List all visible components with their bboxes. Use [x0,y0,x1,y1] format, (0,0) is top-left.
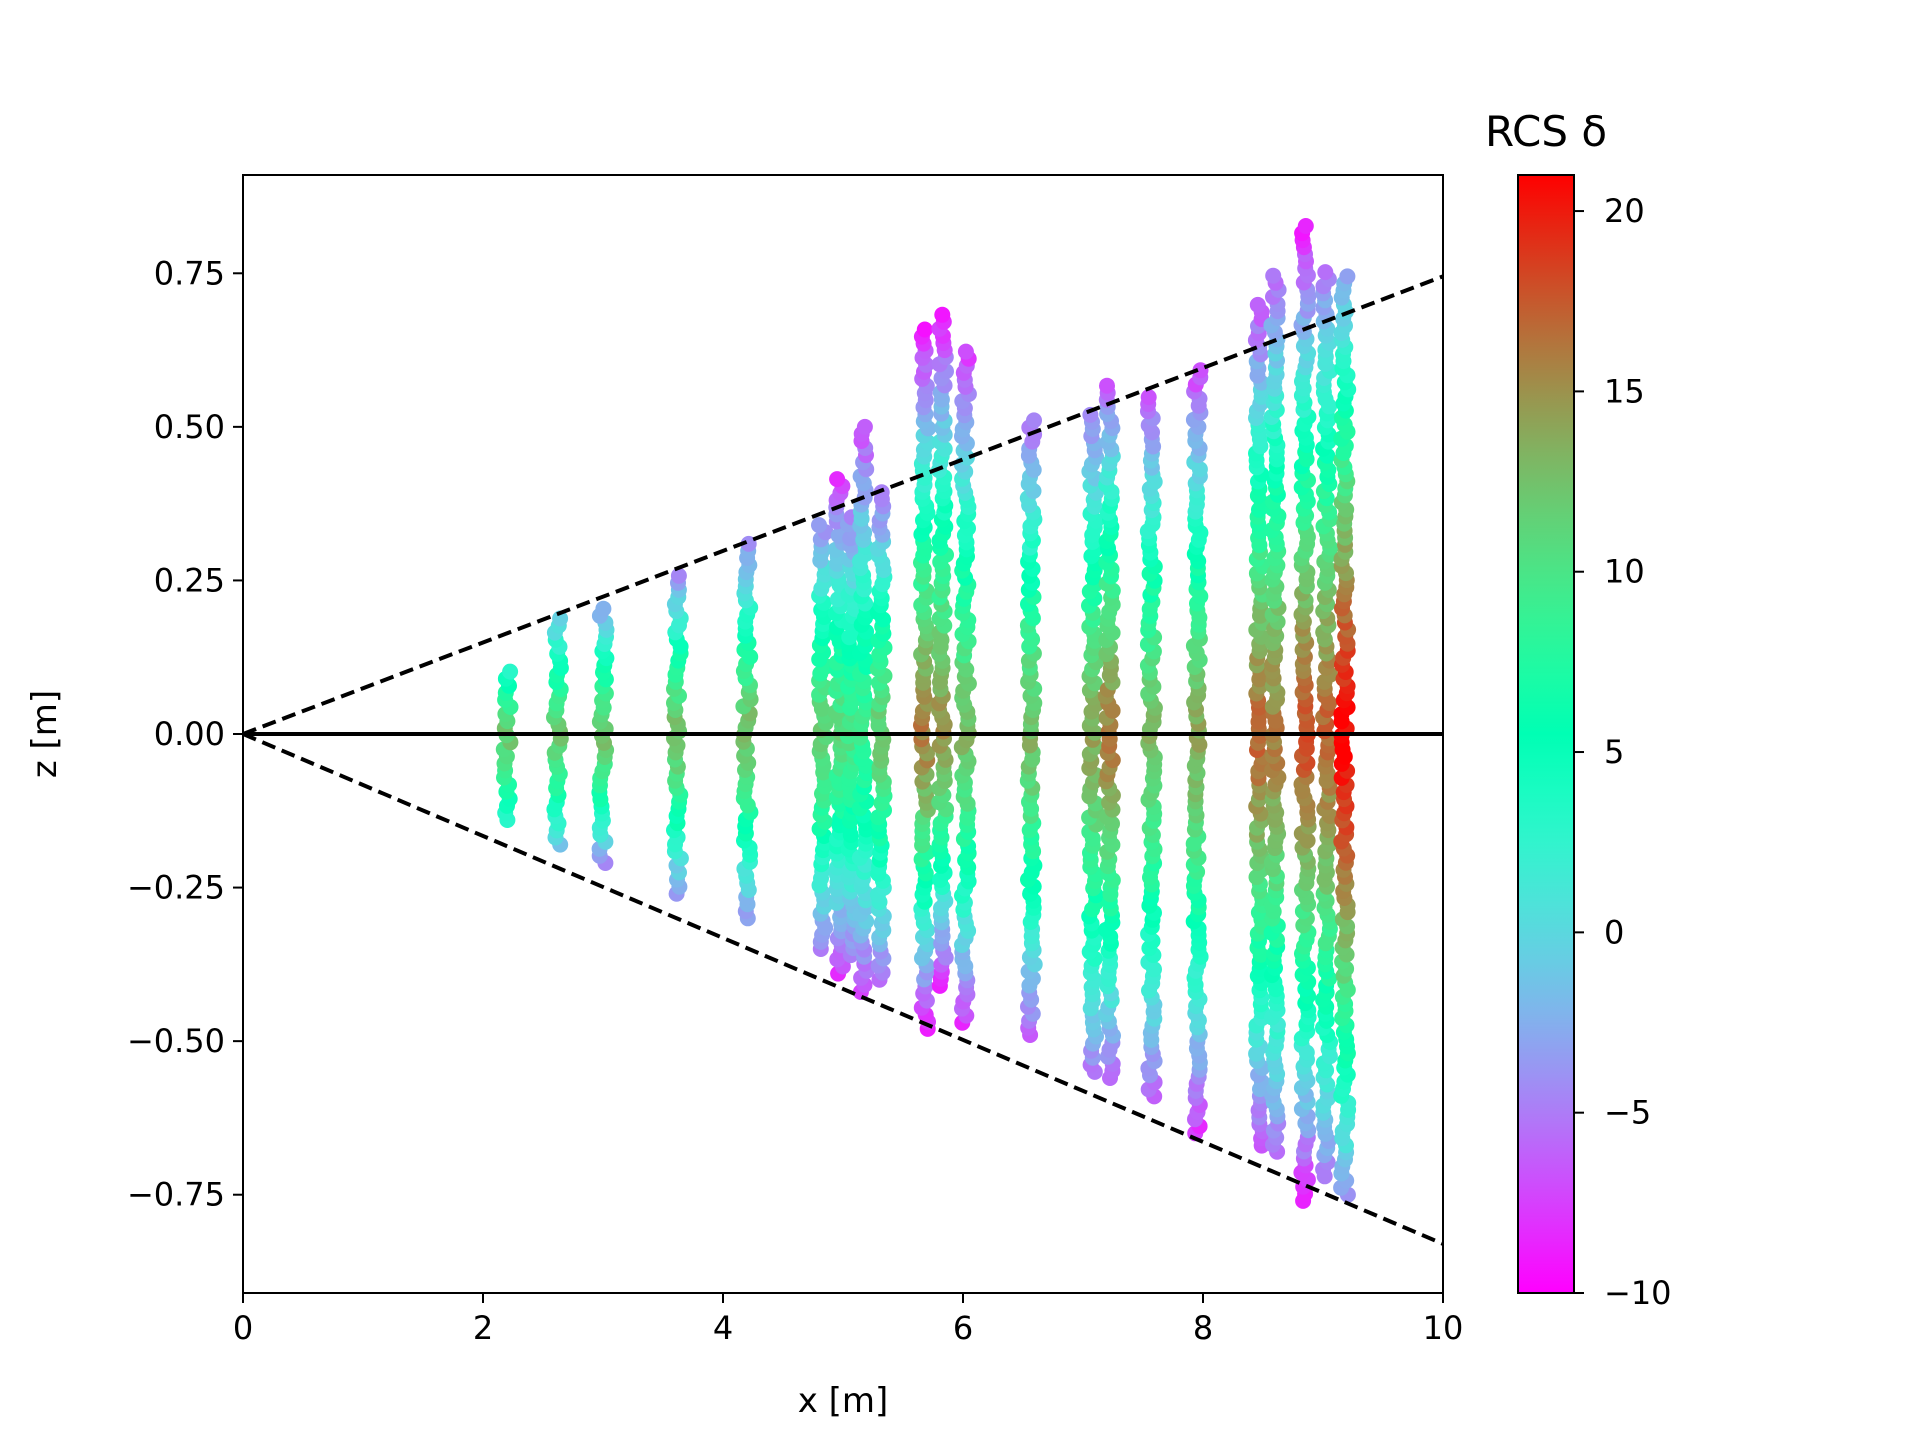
y-tick-label: 0.00 [154,715,225,753]
colorbar-title: RCS δ [1485,107,1607,156]
data-point [1339,268,1356,285]
colorbar-axis: −10 −5 0 5 10 15 20 [1574,192,1672,1312]
colorbar-tick-label: 5 [1604,733,1624,771]
y-tick-label: 0.25 [154,561,225,599]
colorbar-tick-label: 20 [1604,192,1645,230]
x-tick-label: 10 [1423,1309,1464,1347]
colorbar-tick-label: 15 [1604,372,1645,410]
data-point [1249,296,1266,313]
data-point [811,517,827,534]
data-point [670,567,687,584]
x-tick-label: 6 [953,1309,973,1347]
x-axis-title: x [m] [798,1381,889,1421]
data-point [829,471,846,488]
x-tick-label: 0 [233,1309,253,1347]
data-point [957,343,974,360]
colorbar-tick-label: −5 [1604,1094,1651,1132]
lower-boundary-line [243,732,1443,1246]
upper-boundary-line [243,274,1443,736]
data-point [502,663,519,680]
data-point [1026,412,1042,429]
colorbar-tick-label: 0 [1604,913,1624,951]
data-point [1099,377,1115,394]
y-tick-label: −0.50 [127,1022,225,1060]
data-point [1140,389,1157,406]
data-point [1297,218,1314,234]
y-axis-title: z [m] [25,690,65,778]
data-points [495,218,1357,1209]
y-tick-label: −0.75 [127,1176,225,1214]
x-tick-label: 8 [1193,1309,1213,1347]
x-tick-label: 4 [713,1309,733,1347]
data-point [1265,267,1282,284]
data-point [1317,264,1334,281]
data-point [595,600,612,617]
data-point [934,306,951,323]
y-tick-label: 0.50 [154,408,225,446]
x-axis: 0 2 4 6 8 10 [233,1293,1464,1347]
data-point [916,321,933,338]
colorbar-tick-label: 10 [1604,553,1645,591]
colorbar-tick-label: −10 [1604,1274,1672,1312]
y-axis: −0.75 −0.50 −0.25 0.00 0.25 0.50 0.75 [127,254,243,1214]
reference-lines [243,274,1443,1246]
colorbar [1517,174,1575,1294]
data-point [552,610,569,627]
y-tick-label: 0.75 [154,254,225,292]
data-point [740,535,757,552]
x-tick-label: 2 [473,1309,493,1347]
data-point [856,418,873,435]
y-tick-label: −0.25 [127,869,225,907]
